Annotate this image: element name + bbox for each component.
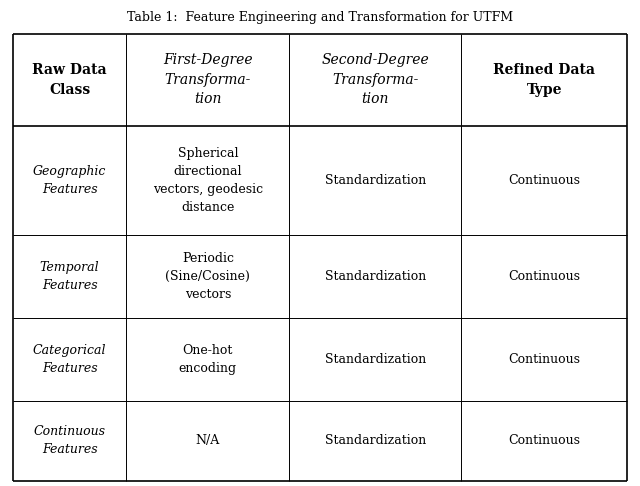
Text: One-hot
encoding: One-hot encoding	[179, 344, 237, 375]
Text: Raw Data
Class: Raw Data Class	[32, 63, 107, 97]
Text: Second-Degree
Transforma-
tion: Second-Degree Transforma- tion	[321, 53, 429, 106]
Text: Standardization: Standardization	[324, 270, 426, 283]
Text: Continuous: Continuous	[508, 270, 580, 283]
Text: Standardization: Standardization	[324, 174, 426, 187]
Text: Continuous: Continuous	[508, 434, 580, 448]
Text: Categorical
Features: Categorical Features	[33, 344, 106, 375]
Text: First-Degree
Transforma-
tion: First-Degree Transforma- tion	[163, 53, 253, 106]
Text: Refined Data
Type: Refined Data Type	[493, 63, 595, 97]
Text: Spherical
directional
vectors, geodesic
distance: Spherical directional vectors, geodesic …	[153, 147, 263, 214]
Text: Table 1:  Feature Engineering and Transformation for UTFM: Table 1: Feature Engineering and Transfo…	[127, 11, 513, 23]
Text: Geographic
Features: Geographic Features	[33, 165, 106, 196]
Text: Temporal
Features: Temporal Features	[40, 261, 99, 292]
Text: Standardization: Standardization	[324, 434, 426, 448]
Text: Continuous: Continuous	[508, 174, 580, 187]
Text: N/A: N/A	[196, 434, 220, 448]
Text: Continuous: Continuous	[508, 353, 580, 366]
Text: Standardization: Standardization	[324, 353, 426, 366]
Text: Periodic
(Sine/Cosine)
vectors: Periodic (Sine/Cosine) vectors	[165, 252, 250, 301]
Text: Continuous
Features: Continuous Features	[34, 425, 106, 456]
